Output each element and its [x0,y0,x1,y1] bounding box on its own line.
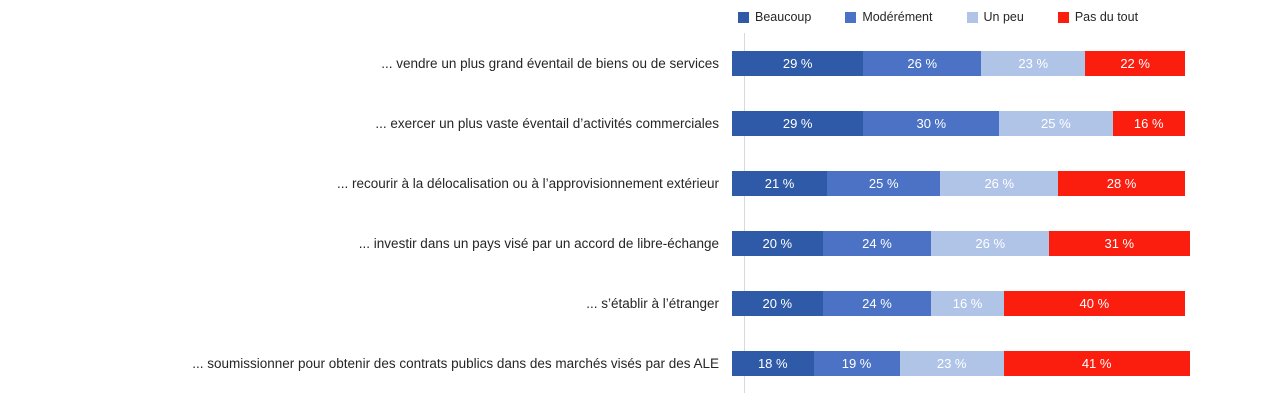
bar-segment: 25 % [827,170,941,196]
bar-segment: 18 % [732,350,814,376]
value-label: 25 % [1041,115,1071,131]
value-label: 23 % [1018,55,1049,71]
bar-segment: 31 % [1049,230,1190,256]
category-label: ... vendre un plus grand éventail de bie… [381,55,719,71]
bar-segment: 40 % [1003,290,1185,316]
bar-rows: ... vendre un plus grand éventail de bie… [0,33,1287,393]
value-label: 21 % [764,175,795,191]
legend-swatch-icon [845,11,857,23]
bar-segment: 26 % [863,50,982,76]
bar-segment: 21 % [732,170,828,196]
stacked-bar: 18 % 19 % 23 % 41 % [732,350,1190,376]
category-label: ... recourir à la délocalisation ou à l’… [337,175,719,191]
bar-segment: 41 % [1003,350,1190,376]
bar-segment: 16 % [931,290,1004,316]
bar-segment: 29 % [732,110,864,136]
stacked-bar: 20 % 24 % 26 % 31 % [732,230,1190,256]
bar-segment: 22 % [1085,50,1185,76]
value-label: 20 % [762,295,793,311]
category-axis-line [744,33,745,393]
value-label: 22 % [1120,55,1150,71]
bar-row: ... vendre un plus grand éventail de bie… [0,33,1287,93]
legend-label: Pas du tout [1074,10,1139,24]
value-label: 20 % [762,235,793,251]
bar-segment: 24 % [822,230,932,256]
legend-item: Pas du tout [1057,10,1139,24]
value-label: 18 % [757,355,788,371]
bar-segment: 30 % [863,110,1000,136]
stacked-bar: 20 % 24 % 16 % 40 % [732,290,1185,316]
value-label: 29 % [782,115,813,131]
bar-row: ... recourir à la délocalisation ou à l’… [0,153,1287,213]
bar-segment: 28 % [1058,170,1185,196]
value-label: 26 % [984,175,1015,191]
bar-segment: 20 % [732,290,823,316]
chart-legend: Beaucoup Modérément Un peu Pas du tout [738,8,1138,26]
value-label: 19 % [841,355,872,371]
bar-row: ... soumissionner pour obtenir des contr… [0,333,1287,393]
bar-segment: 25 % [999,110,1113,136]
category-label: ... exercer un plus vaste éventail d’act… [375,115,719,131]
bar-row: ... s’établir à l’étranger 20 % 24 % 16 % 40… [0,273,1287,333]
bar-row: ... exercer un plus vaste éventail d’act… [0,93,1287,153]
value-label: 24 % [862,295,892,311]
bar-segment: 24 % [822,290,932,316]
legend-label: Un peu [983,10,1024,24]
value-label: 41 % [1081,355,1112,371]
category-label: ... s’établir à l’étranger [586,295,719,311]
stacked-bar: 21 % 25 % 26 % 28 % [732,170,1185,196]
value-label: 29 % [782,55,813,71]
value-label: 30 % [916,115,947,131]
stacked-bar: 29 % 30 % 25 % 16 % [732,110,1185,136]
value-label: 24 % [862,235,892,251]
bar-segment: 20 % [732,230,823,256]
category-label: ... investir dans un pays visé par un ac… [358,235,719,251]
bar-row: ... investir dans un pays visé par un ac… [0,213,1287,273]
value-label: 25 % [868,175,899,191]
bar-segment: 19 % [813,350,900,376]
stacked-bar: 29 % 26 % 23 % 22 % [732,50,1185,76]
value-label: 16 % [1133,115,1164,131]
value-label: 28 % [1106,175,1137,191]
legend-swatch-icon [738,11,749,23]
category-label: ... soumissionner pour obtenir des contr… [192,355,719,371]
legend-item: Un peu [966,10,1024,24]
legend-swatch-icon [966,11,978,23]
legend-label: Modérément [862,10,933,24]
value-label: 26 % [975,235,1006,251]
value-label: 31 % [1104,235,1135,251]
legend-item: Modérément [845,10,933,24]
bar-segment: 23 % [981,50,1086,76]
bar-segment: 23 % [899,350,1004,376]
bar-segment: 26 % [931,230,1050,256]
legend-swatch-icon [1057,11,1069,23]
value-label: 40 % [1079,295,1110,311]
legend-item: Beaucoup [738,10,811,24]
bar-segment: 16 % [1112,110,1185,136]
value-label: 26 % [907,55,938,71]
value-label: 23 % [936,355,967,371]
plot-area: ... vendre un plus grand éventail de bie… [0,33,1287,393]
bar-segment: 29 % [732,50,864,76]
bar-segment: 26 % [940,170,1059,196]
legend-label: Beaucoup [755,10,812,24]
value-label: 16 % [952,295,983,311]
